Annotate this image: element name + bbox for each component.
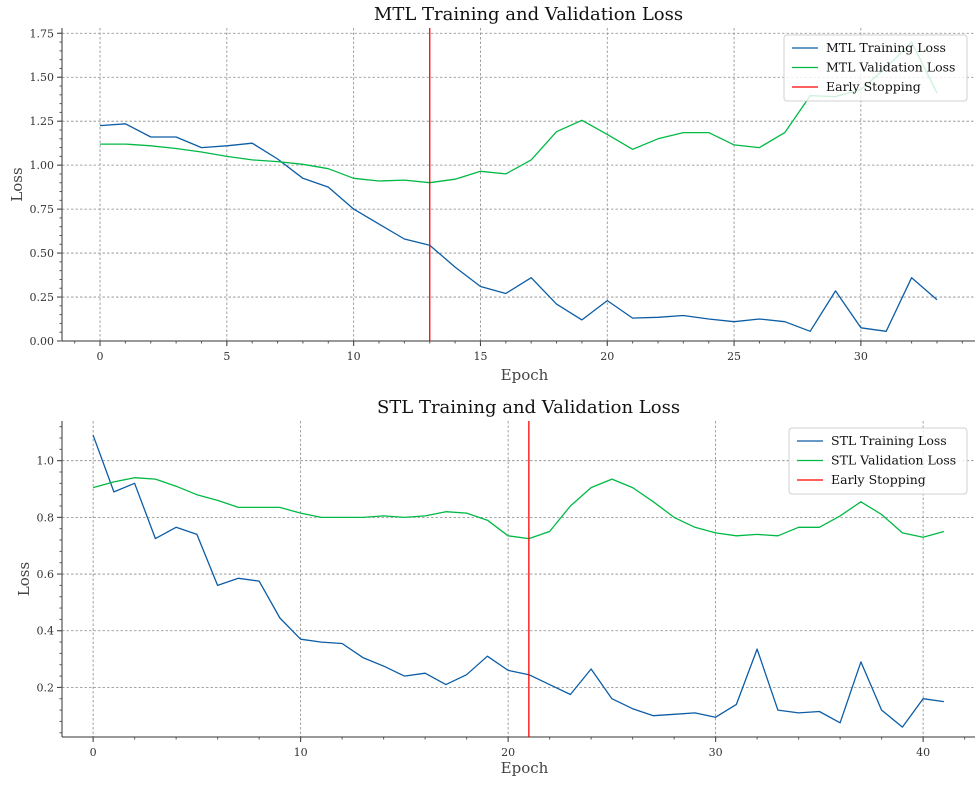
legend-label: MTL Training Loss <box>826 40 946 55</box>
series-line-0 <box>99 123 938 332</box>
x-tick-label: 0 <box>90 746 97 759</box>
legend: MTL Training Loss MTL Validation Loss Earl… <box>783 34 968 102</box>
series-line-1 <box>100 41 938 184</box>
x-tick-label: 20 <box>600 350 614 363</box>
chart-title: MTL Training and Validation Loss <box>374 4 683 25</box>
x-axis-label: Epoch <box>501 759 549 777</box>
x-tick-label: 20 <box>501 746 515 759</box>
x-tick-label: 5 <box>223 350 230 363</box>
y-tick-label: 0.75 <box>30 203 55 216</box>
y-tick-label: 1.50 <box>30 71 55 84</box>
x-tick-label: 10 <box>294 746 308 759</box>
y-tick-label: 1.25 <box>30 115 55 128</box>
x-tick-label: 30 <box>709 746 723 759</box>
series-line-1 <box>92 477 945 540</box>
y-tick-label: 0.25 <box>30 291 55 304</box>
y-axis-label: Loss <box>15 562 33 596</box>
y-tick-label: 0.2 <box>37 681 55 694</box>
legend-box <box>788 427 968 495</box>
chart-0: 0 5 10 15 20 25 30 0.00 0.25 0.50 0.75 1.00 1.25 1.50… <box>8 4 975 384</box>
y-tick-label: 0.8 <box>37 511 55 524</box>
legend: STL Training Loss STL Validation Loss Earl… <box>788 427 968 495</box>
y-tick-label: 0.00 <box>30 335 55 348</box>
y-tick-label: 0.4 <box>37 625 55 638</box>
y-tick-label: 0.50 <box>30 247 55 260</box>
x-axis-label: Epoch <box>501 366 549 384</box>
legend-label: STL Training Loss <box>831 433 947 448</box>
legend-label: STL Validation Loss <box>831 453 956 468</box>
legend-label: Early Stopping <box>831 472 926 487</box>
x-tick-label: 0 <box>97 350 104 363</box>
chart-title: STL Training and Validation Loss <box>377 397 680 418</box>
y-axis-label: Loss <box>8 167 26 201</box>
x-tick-label: 40 <box>916 746 930 759</box>
x-tick-label: 15 <box>473 350 487 363</box>
chart-1: 0 10 20 30 40 0.2 0.4 0.6 0.8 1.0 STL Training and… <box>15 397 975 777</box>
legend-label: Early Stopping <box>826 79 921 94</box>
x-tick-label: 10 <box>347 350 361 363</box>
x-tick-label: 30 <box>854 350 868 363</box>
legend-box <box>783 34 968 102</box>
series-line-0 <box>92 434 944 728</box>
y-tick-label: 1.00 <box>30 159 55 172</box>
y-tick-label: 1.75 <box>30 27 55 40</box>
y-tick-label: 0.6 <box>37 568 55 581</box>
x-tick-label: 25 <box>727 350 741 363</box>
legend-label: MTL Validation Loss <box>826 60 955 75</box>
y-tick-label: 1.0 <box>37 455 55 468</box>
